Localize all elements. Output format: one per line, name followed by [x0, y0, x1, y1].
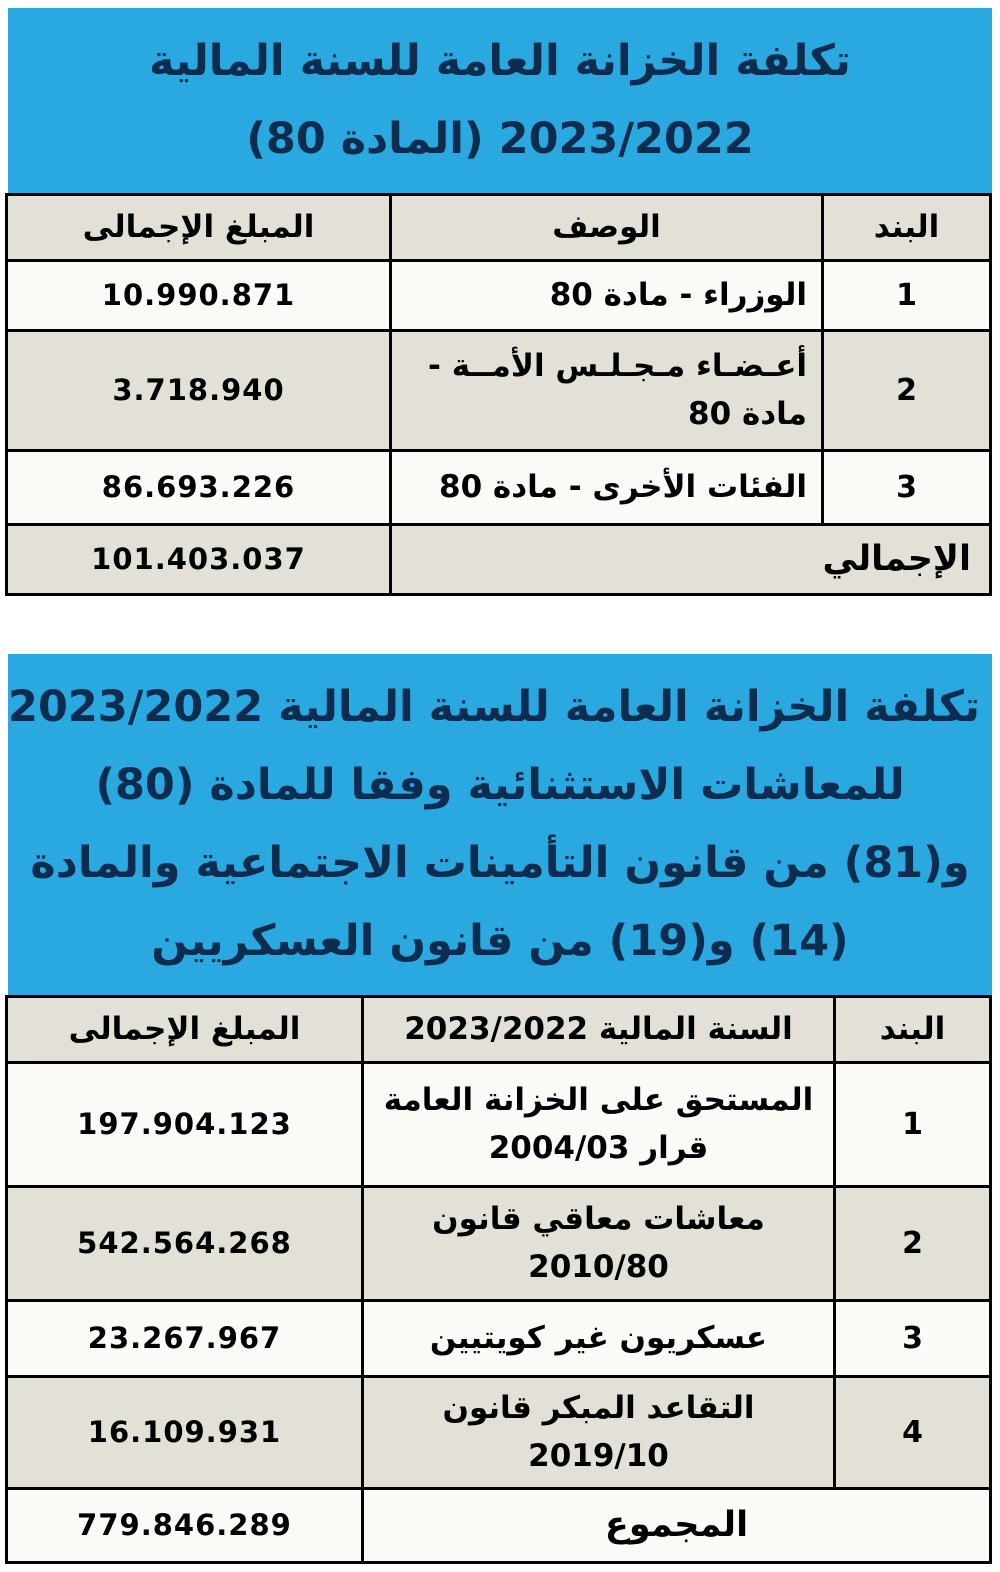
table-row: 1 المستحق على الخزانة العامة قرار 2004/0… — [5, 1060, 992, 1188]
table1-col-item: البند — [821, 192, 992, 262]
cell-amount: 10.990.871 — [5, 258, 392, 332]
table1: البند الوصف المبلغ الإجمالى 1 الوزراء - … — [5, 192, 992, 596]
cell-item: 2 — [821, 328, 992, 452]
cell-amount: 197.904.123 — [5, 1060, 364, 1188]
table2-col-amount: المبلغ الإجمالى — [5, 994, 364, 1064]
cell-item: 2 — [833, 1184, 992, 1302]
table2-title-line4: (14) و(19) من قانون العسكريين — [151, 916, 849, 967]
table2-title-line2: للمعاشات الاستثنائية وفقا للمادة (80) — [95, 759, 905, 810]
total-amount: 101.403.037 — [5, 522, 392, 596]
cell-item: 1 — [833, 1060, 992, 1188]
cell-description: عسكريون غير كويتيين — [361, 1298, 836, 1378]
total-amount: 779.846.289 — [5, 1486, 364, 1564]
cell-description: معاشات معاقي قانون 2010/80 — [361, 1184, 836, 1302]
cell-amount: 3.718.940 — [5, 328, 392, 452]
table2: البند السنة المالية 2023/2022 المبلغ الإ… — [5, 994, 992, 1564]
table2-col-description: السنة المالية 2023/2022 — [361, 994, 836, 1064]
table1-title: تكلفة الخزانة العامة للسنة المالية 2023/… — [8, 8, 992, 193]
exceptional-pensions-table: تكلفة الخزانة العامة للسنة المالية 2023/… — [5, 653, 992, 1564]
cell-amount: 23.267.967 — [5, 1298, 364, 1378]
table2-total-row: المجموع 779.846.289 — [5, 1486, 992, 1564]
table2-title-line1: تكلفة الخزانة العامة للسنة المالية 2023/… — [8, 681, 980, 732]
table-row: 2 معاشات معاقي قانون 2010/80 542.564.268 — [5, 1184, 992, 1302]
treasury-cost-table-article80: تكلفة الخزانة العامة للسنة المالية 2023/… — [5, 8, 992, 596]
table2-title: تكلفة الخزانة العامة للسنة المالية 2023/… — [8, 653, 992, 995]
table1-title-line2: 2023/2022 (المادة 80) — [246, 114, 754, 165]
table-row: 2 أعـضـاء مـجـلـس الأمــة - مادة 80 3.71… — [5, 328, 992, 452]
table2-col-item: البند — [833, 994, 992, 1064]
table2-header-row: البند السنة المالية 2023/2022 المبلغ الإ… — [5, 994, 992, 1064]
cell-description: أعـضـاء مـجـلـس الأمــة - مادة 80 — [389, 328, 824, 452]
cell-item: 1 — [821, 258, 992, 332]
table1-title-line1: تكلفة الخزانة العامة للسنة المالية — [149, 36, 851, 86]
cell-amount: 542.564.268 — [5, 1184, 364, 1302]
cell-item: 4 — [833, 1374, 992, 1490]
cell-item: 3 — [821, 448, 992, 526]
cell-amount: 86.693.226 — [5, 448, 392, 526]
table1-col-description: الوصف — [389, 192, 824, 262]
table2-title-line3: و(81) من قانون التأمينات الاجتماعية والم… — [30, 838, 970, 888]
cell-item: 3 — [833, 1298, 992, 1378]
table-row: 3 الفئات الأخرى - مادة 80 86.693.226 — [5, 448, 992, 526]
total-label: الإجمالي — [389, 522, 992, 596]
total-label: المجموع — [361, 1486, 992, 1564]
table-row: 3 عسكريون غير كويتيين 23.267.967 — [5, 1298, 992, 1378]
table-row: 1 الوزراء - مادة 80 10.990.871 — [5, 258, 992, 332]
table1-col-amount: المبلغ الإجمالى — [5, 192, 392, 262]
cell-description: الوزراء - مادة 80 — [389, 258, 824, 332]
table-row: 4 التقاعد المبكر قانون 2019/10 16.109.93… — [5, 1374, 992, 1490]
cell-amount: 16.109.931 — [5, 1374, 364, 1490]
cell-description: الفئات الأخرى - مادة 80 — [389, 448, 824, 526]
table1-total-row: الإجمالي 101.403.037 — [5, 522, 992, 596]
cell-description: التقاعد المبكر قانون 2019/10 — [361, 1374, 836, 1490]
table1-header-row: البند الوصف المبلغ الإجمالى — [5, 192, 992, 262]
cell-description: المستحق على الخزانة العامة قرار 2004/03 — [361, 1060, 836, 1188]
